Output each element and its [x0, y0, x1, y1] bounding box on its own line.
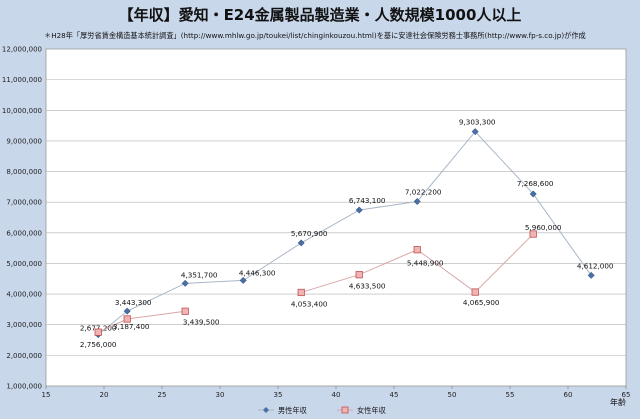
- male-data-label: 2,677,200: [80, 324, 117, 333]
- male-point-marker: [123, 307, 131, 315]
- male-data-label: 7,268,600: [517, 179, 554, 188]
- male-data-label: 4,351,700: [181, 270, 218, 279]
- y-tick-label: 11,000,000: [2, 76, 42, 84]
- x-tick-label: 35: [274, 391, 283, 399]
- female-point-marker: [181, 307, 189, 315]
- x-tick-label: 65: [622, 391, 631, 399]
- male-data-label: 3,443,300: [115, 298, 152, 307]
- x-tick-label: 25: [158, 391, 167, 399]
- x-tick-label: 15: [42, 391, 51, 399]
- male-data-label: 7,022,200: [405, 188, 442, 197]
- x-tick-label: 45: [390, 391, 399, 399]
- y-tick-label: 6,000,000: [6, 229, 42, 237]
- male-point-marker: [297, 239, 305, 247]
- y-tick-label: 1,000,000: [6, 383, 42, 391]
- y-tick-label: 8,000,000: [6, 168, 42, 176]
- female-data-label: 3,187,400: [113, 322, 150, 331]
- female-point-marker: [529, 230, 537, 238]
- male-data-label: 9,303,300: [459, 118, 496, 127]
- female-data-label: 4,633,500: [349, 282, 386, 291]
- female-point-marker: [297, 288, 305, 297]
- female-point-marker: [94, 328, 102, 336]
- series-line-male: [97, 130, 592, 336]
- legend-label-female: 女性年収: [357, 406, 386, 415]
- male-point-marker: [587, 271, 595, 279]
- x-tick-label: 55: [506, 391, 515, 399]
- chart-subtitle: ＊H28年「厚労省賃金構造基本統計調査」(http://www.mhlw.go.…: [44, 31, 586, 40]
- legend-label-male: 男性年収: [278, 406, 307, 415]
- female-data-label: 5,448,900: [407, 259, 444, 268]
- y-tick-label: 3,000,000: [6, 321, 42, 329]
- legend-marker-female: [341, 406, 349, 414]
- y-tick-label: 10,000,000: [2, 107, 42, 115]
- male-point-marker: [239, 276, 247, 284]
- x-tick-label: 60: [564, 391, 573, 399]
- male-point-marker: [471, 128, 479, 136]
- x-tick-label: 20: [100, 391, 109, 399]
- male-data-label: 4,446,300: [239, 268, 276, 277]
- x-tick-label: 40: [332, 391, 341, 399]
- male-point-marker: [413, 197, 421, 206]
- female-point-marker: [413, 246, 421, 254]
- male-point-marker: [529, 190, 537, 198]
- legend-marker-male: [263, 407, 269, 413]
- y-tick-label: 12,000,000: [2, 46, 42, 54]
- x-axis-label: 年齢: [610, 397, 626, 407]
- female-data-label: 5,960,000: [525, 223, 562, 232]
- female-data-label: 2,756,000: [80, 340, 117, 349]
- y-tick-label: 9,000,000: [6, 137, 42, 145]
- chart-title: 【年収】愛知・E24金属製品製造業・人数規模1000人以上: [118, 6, 522, 24]
- male-data-label: 4,612,000: [577, 261, 614, 270]
- male-point-marker: [181, 279, 189, 287]
- male-data-label: 6,743,100: [349, 196, 386, 205]
- male-point-marker: [355, 206, 363, 214]
- plot-area: [45, 48, 627, 387]
- y-tick-label: 5,000,000: [6, 260, 42, 268]
- y-tick-label: 7,000,000: [6, 199, 42, 207]
- y-tick-label: 4,000,000: [6, 291, 42, 299]
- female-data-label: 4,065,900: [463, 298, 500, 307]
- female-data-label: 3,439,500: [183, 317, 220, 326]
- y-tick-label: 2,000,000: [6, 352, 42, 360]
- x-tick-label: 30: [216, 391, 225, 399]
- female-point-marker: [123, 315, 131, 323]
- male-data-label: 5,670,900: [291, 229, 328, 238]
- x-tick-label: 50: [448, 391, 457, 399]
- female-point-marker: [355, 271, 363, 279]
- female-data-label: 4,053,400: [291, 299, 328, 308]
- female-point-marker: [471, 288, 479, 296]
